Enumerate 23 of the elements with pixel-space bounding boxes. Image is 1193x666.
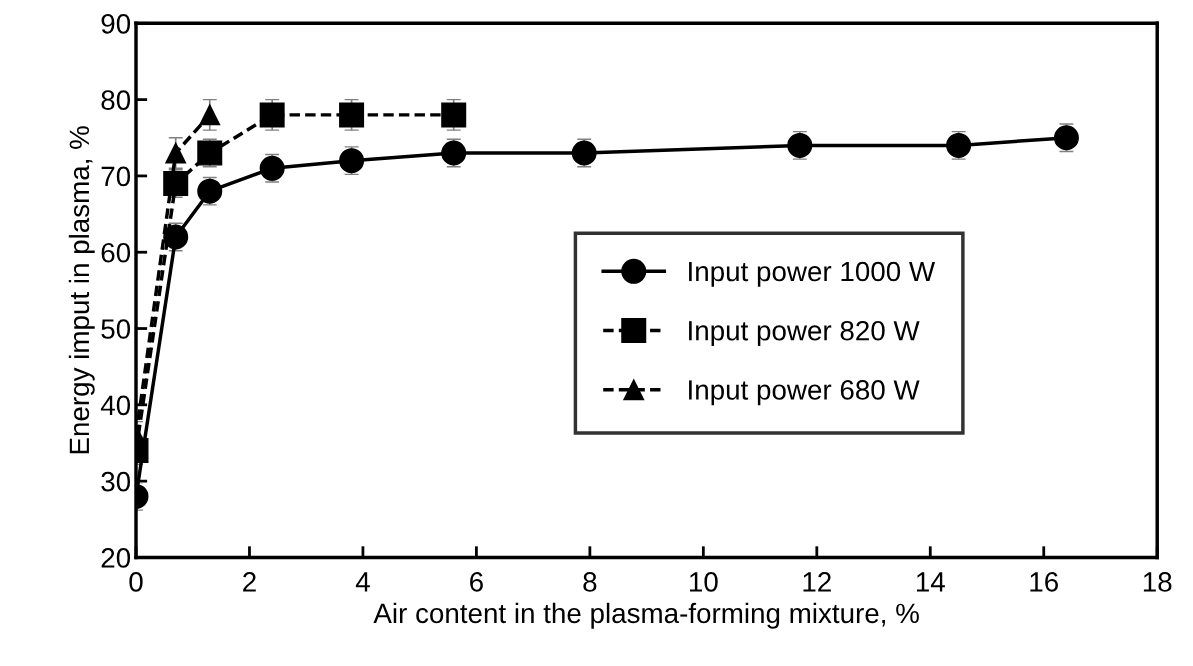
x-tick-label: 10 xyxy=(690,572,718,592)
x-tick-label: 8 xyxy=(583,572,597,592)
x-tick-label: 0 xyxy=(129,572,143,592)
y-tick-label: 50 xyxy=(101,319,131,339)
x-tick-label: 6 xyxy=(470,572,483,592)
y-tick-label: 20 xyxy=(101,548,131,568)
y-tick-label: 30 xyxy=(101,471,131,492)
x-tick-label: 2 xyxy=(243,572,256,592)
y-tick-label: 80 xyxy=(101,90,131,110)
x-axis-title: Air content in the plasma-forming mixture, % xyxy=(373,602,919,629)
y-tick-label: 40 xyxy=(100,395,131,416)
y-axis-title: Energy imput in plasma, % xyxy=(68,126,95,454)
legend-label: Input power 1000 W xyxy=(689,261,936,287)
x-tick-label: 18 xyxy=(1143,572,1172,592)
y-tick-label: 70 xyxy=(101,166,131,187)
legend-label: Input power 820 W xyxy=(689,320,920,347)
y-tick-label: 90 xyxy=(101,13,131,34)
x-tick-label: 14 xyxy=(916,572,945,592)
y-tick-label: 60 xyxy=(101,242,131,263)
x-tick-label: 16 xyxy=(1030,572,1058,592)
x-tick-label: 12 xyxy=(803,572,831,592)
legend-label: Input power 680 W xyxy=(689,380,920,406)
x-tick-label: 4 xyxy=(355,572,370,592)
